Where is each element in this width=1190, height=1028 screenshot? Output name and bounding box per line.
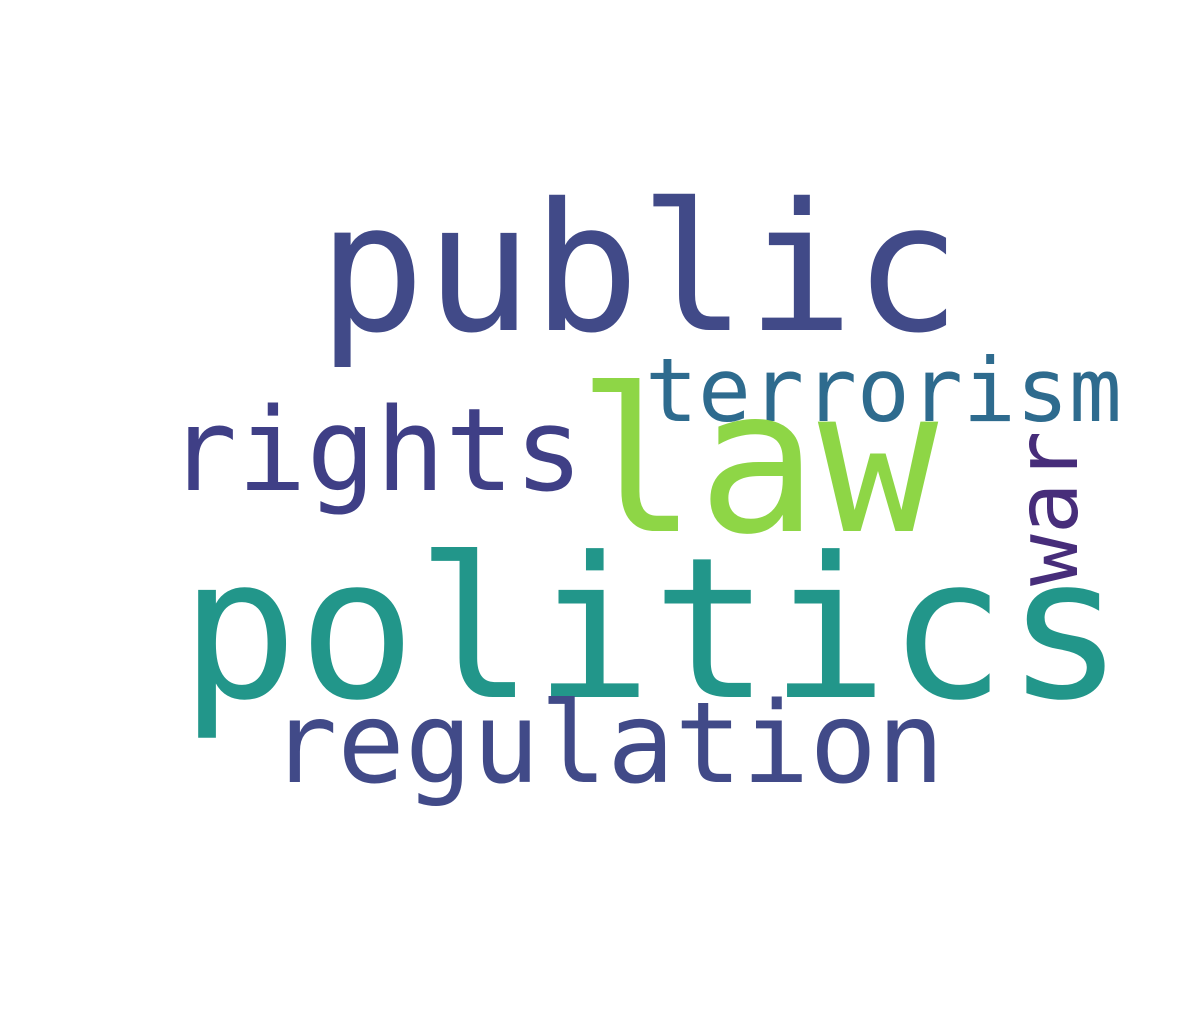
word-regulation: regulation: [270, 679, 945, 809]
word-terrorism: terrorism: [645, 339, 1122, 442]
word-law: law: [577, 346, 939, 579]
word-politics: politics: [180, 516, 1125, 744]
word-public: public: [318, 165, 961, 372]
word-rights: rights: [168, 384, 584, 518]
